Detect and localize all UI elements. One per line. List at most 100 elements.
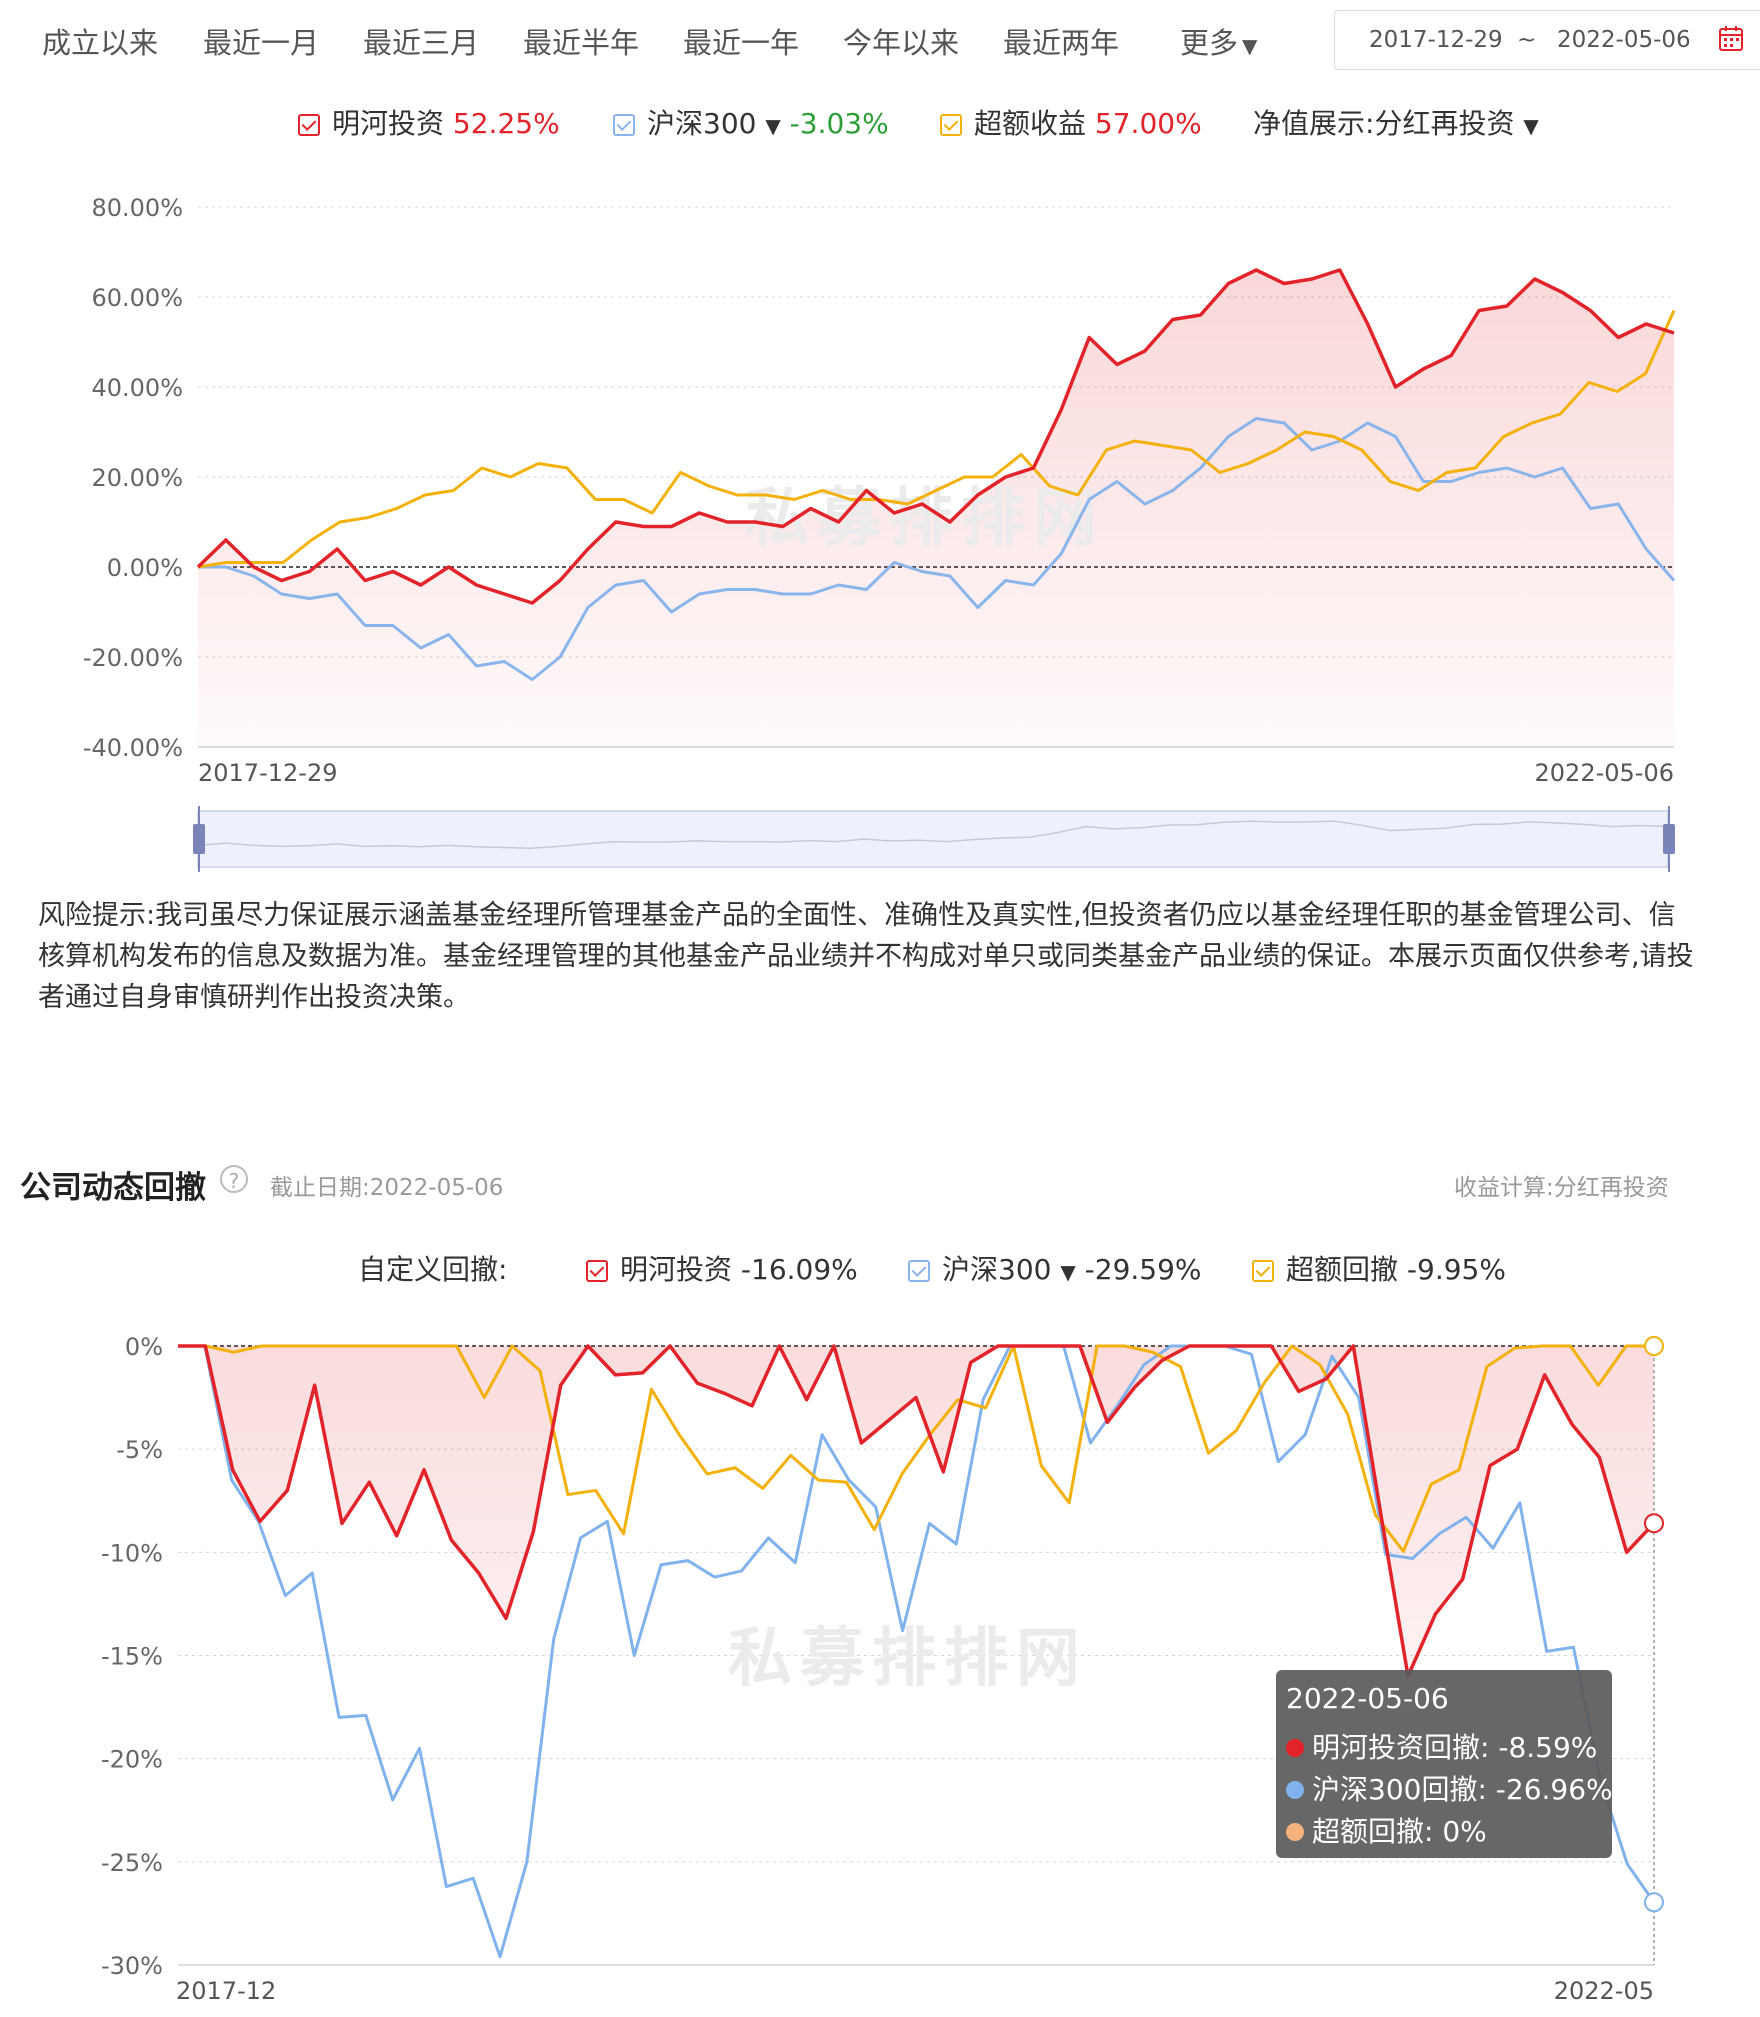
risk-disclaimer: 风险提示:我司虽尽力保证展示涵盖基金经理所管理基金产品的全面性、准确性及真实性,…: [38, 895, 1760, 1018]
y-tick-label: -25%: [101, 1849, 163, 1877]
checkbox-icon[interactable]: [908, 1260, 930, 1282]
date-end[interactable]: 2022-05-06: [1557, 27, 1691, 53]
y-tick-label: -15%: [101, 1643, 163, 1671]
period-tabs: 成立以来 最近一月 最近三月 最近半年 最近一年 今年以来 最近两年 更多 ▼ 2017-12…: [0, 0, 1760, 80]
legend-label: 沪深300: [647, 107, 757, 140]
legend-value: 52.25%: [452, 107, 560, 140]
series-dot: [1286, 1781, 1304, 1799]
caret-down-icon[interactable]: ▼: [765, 114, 781, 138]
legend-item-minghe[interactable]: 明河投资 52.25%: [298, 102, 560, 142]
slider-sparkline: [197, 820, 1669, 850]
end-marker-2: [1644, 1336, 1664, 1356]
y-tick-label: 40.00%: [91, 374, 183, 402]
legend-item-hs300[interactable]: 沪深300 ▼ -3.03%: [613, 102, 889, 142]
tab-3[interactable]: 最近半年: [523, 26, 640, 60]
series-line-1: [178, 1344, 1656, 1959]
x-end-label: 2022-05: [1554, 1977, 1654, 2005]
y-tick-label: 60.00%: [91, 284, 183, 312]
risk-line: 者通过自身审慎研判作出投资决策。: [38, 982, 470, 1013]
legend-item-hs300[interactable]: 沪深300 ▼ -29.59%: [908, 1248, 1202, 1288]
legend-item-excess[interactable]: 超额收益 57.00%: [940, 102, 1202, 142]
date-start[interactable]: 2017-12-29: [1369, 27, 1503, 53]
checkbox-icon[interactable]: [940, 114, 962, 136]
y-tick-label: 0%: [125, 1333, 163, 1361]
y-tick-label: -30%: [101, 1952, 163, 1980]
y-tick-label: -20%: [101, 1746, 163, 1774]
series-line-0: [196, 268, 1675, 605]
series-line-2: [197, 309, 1676, 569]
calc-mode: 收益计算:分红再投资: [1454, 1175, 1669, 1201]
slider-track: [197, 810, 1669, 868]
checkbox-icon[interactable]: [586, 1260, 608, 1282]
y-tick-label: 0.00%: [107, 554, 183, 582]
range-slider: [193, 806, 1675, 872]
tab-1[interactable]: 最近一月: [203, 26, 320, 60]
tooltip-text: 超额回撤: 0%: [1312, 1815, 1487, 1848]
legend-label: 沪深300: [942, 1253, 1052, 1286]
caret-down-icon[interactable]: ▼: [1060, 1260, 1076, 1284]
date-separator: ~: [1517, 27, 1537, 53]
y-tick-label: -20.00%: [83, 644, 183, 672]
return-chart: 80.00% 60.00% 40.00% 20.00% 0.00% -20.00% -40.…: [83, 194, 1676, 872]
chart-tooltip: 2022-05-06 明河投资回撤: -8.59% 沪深300回撤: -26.9…: [1276, 1670, 1613, 1858]
watermark: 私募排排网: [728, 1622, 1088, 1696]
chart1-legend: 明河投资 52.25% 沪深300 ▼ -3.03% 超额收益 57.00% 净…: [298, 102, 1598, 142]
legend-value: -16.09%: [740, 1253, 858, 1286]
end-marker-0: [1644, 1513, 1664, 1534]
x-start-label: 2017-12-29: [198, 759, 337, 787]
area-fill: [178, 1346, 1654, 1677]
legend-item-minghe[interactable]: 明河投资 -16.09%: [586, 1248, 858, 1288]
section-title: 公司动态回撤: [20, 1170, 206, 1206]
tooltip-row: 超额回撤: 0%: [1286, 1810, 1487, 1850]
tooltip-row: 沪深300回撤: -26.96%: [1286, 1768, 1613, 1808]
legend-label: 明河投资: [332, 107, 445, 140]
more-dropdown[interactable]: 更多 ▼: [1180, 20, 1257, 62]
cutoff-date: 截止日期:2022-05-06: [270, 1175, 504, 1201]
mode-label: 净值展示:: [1253, 107, 1375, 140]
tab-5[interactable]: 今年以来: [843, 26, 960, 60]
checkbox-icon[interactable]: [298, 114, 320, 136]
y-tick-label: -5%: [116, 1436, 163, 1464]
drawdown-chart: 0% -5% -10% -15% -20% -25% -30% 私募排排网 2017-12 202…: [101, 1333, 1664, 2005]
risk-line: 核算机构发布的信息及数据为准。基金经理管理的其他基金产品业绩并不构成对单只或同类…: [38, 941, 1694, 972]
chart2-legend: 自定义回撤: 明河投资 -16.09% 沪深300 ▼ -29.59% 超额回撤…: [358, 1248, 1558, 1288]
legend-prefix: 自定义回撤:: [358, 1253, 508, 1286]
legend-value: 57.00%: [1094, 107, 1202, 140]
checkbox-icon[interactable]: [613, 114, 635, 136]
nav-mode-select[interactable]: 净值展示:分红再投资 ▼: [1253, 102, 1539, 142]
tooltip-text: 明河投资回撤: -8.59%: [1312, 1731, 1598, 1764]
legend-value: -9.95%: [1406, 1253, 1506, 1286]
tab-4[interactable]: 最近一年: [683, 26, 800, 60]
caret-down-icon: ▼: [1523, 114, 1539, 138]
y-tick-label: 80.00%: [91, 194, 183, 222]
y-tick-label: -40.00%: [83, 734, 183, 762]
legend-item-excess[interactable]: 超额回撤 -9.95%: [1252, 1248, 1506, 1288]
series-dot: [1286, 1739, 1304, 1757]
help-icon[interactable]: ?: [220, 1165, 248, 1193]
tab-2[interactable]: 最近三月: [363, 26, 480, 60]
legend-label: 明河投资: [620, 1253, 733, 1286]
x-start-label: 2017-12: [176, 1977, 276, 2005]
legend-label: 超额收益: [974, 107, 1087, 140]
risk-line: 风险提示:我司虽尽力保证展示涵盖基金经理所管理基金产品的全面性、准确性及真实性,…: [38, 900, 1676, 931]
tooltip-date: 2022-05-06: [1286, 1682, 1449, 1715]
checkbox-icon[interactable]: [1252, 1260, 1274, 1282]
y-tick-label: 20.00%: [91, 464, 183, 492]
end-marker-1: [1644, 1892, 1664, 1913]
tab-6[interactable]: 最近两年: [1003, 26, 1120, 60]
tooltip-row: 明河投资回撤: -8.59%: [1286, 1726, 1597, 1766]
caret-down-icon: ▼: [1242, 34, 1258, 58]
date-range-picker[interactable]: 2017-12-29 ~ 2022-05-06: [1334, 10, 1760, 70]
series-line-2: [178, 1344, 1654, 1553]
calendar-icon[interactable]: [1719, 25, 1743, 51]
watermark: 私募排排网: [745, 482, 1105, 556]
more-label: 更多: [1180, 26, 1239, 60]
x-end-label: 2022-05-06: [1535, 759, 1674, 787]
y-tick-label: -10%: [101, 1539, 163, 1567]
area-fill: [198, 270, 1674, 747]
legend-value: -29.59%: [1084, 1253, 1202, 1286]
tab-0[interactable]: 成立以来: [42, 26, 159, 60]
series-line-1: [198, 417, 1676, 681]
series-dot: [1286, 1823, 1304, 1841]
legend-label: 超额回撤: [1286, 1253, 1399, 1286]
